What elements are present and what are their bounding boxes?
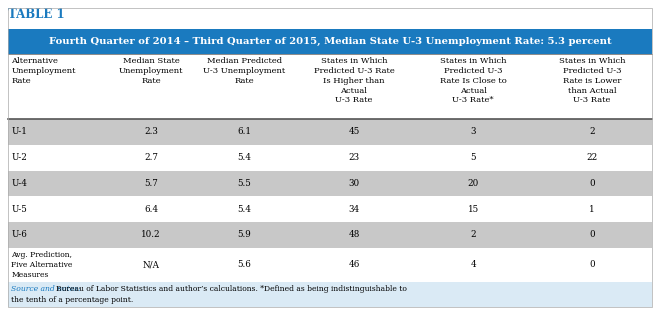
Text: 4: 4 xyxy=(470,260,476,269)
Text: 5.6: 5.6 xyxy=(238,260,252,269)
Text: U-6: U-6 xyxy=(11,231,27,239)
Bar xyxy=(8,282,652,307)
Text: 48: 48 xyxy=(348,231,359,239)
Text: 2.3: 2.3 xyxy=(144,127,158,136)
Bar xyxy=(8,248,652,282)
Text: 15: 15 xyxy=(468,205,479,214)
Text: 2: 2 xyxy=(470,231,476,239)
Text: 0: 0 xyxy=(589,231,595,239)
Text: 5.5: 5.5 xyxy=(238,179,252,188)
Text: 5.7: 5.7 xyxy=(144,179,158,188)
Text: 23: 23 xyxy=(348,153,359,162)
Text: 6.1: 6.1 xyxy=(237,127,252,136)
Text: 46: 46 xyxy=(348,260,359,269)
Text: 30: 30 xyxy=(348,179,359,188)
Text: 34: 34 xyxy=(348,205,359,214)
Text: 2: 2 xyxy=(589,127,595,136)
Text: U-4: U-4 xyxy=(11,179,27,188)
Text: 5: 5 xyxy=(470,153,476,162)
Text: 0: 0 xyxy=(589,260,595,269)
Text: Bureau of Labor Statistics and author’s calculations. *Defined as being indistin: Bureau of Labor Statistics and author’s … xyxy=(56,285,407,293)
Text: 45: 45 xyxy=(348,127,359,136)
Text: States in Which
Predicted U-3
Rate is Lower
than Actual
U-3 Rate: States in Which Predicted U-3 Rate is Lo… xyxy=(559,57,625,104)
Bar xyxy=(8,196,652,222)
Text: TABLE 1: TABLE 1 xyxy=(8,8,64,21)
Text: 0: 0 xyxy=(589,179,595,188)
Text: 2.7: 2.7 xyxy=(144,153,158,162)
Text: 5.4: 5.4 xyxy=(237,153,252,162)
Text: 1: 1 xyxy=(589,205,595,214)
Text: 5.9: 5.9 xyxy=(238,231,252,239)
Text: 6.4: 6.4 xyxy=(144,205,158,214)
Text: Median State
Unemployment
Rate: Median State Unemployment Rate xyxy=(119,57,183,85)
Bar xyxy=(8,29,652,54)
Text: States in Which
Predicted U-3 Rate
Is Higher than
Actual
U-3 Rate: States in Which Predicted U-3 Rate Is Hi… xyxy=(313,57,394,104)
Bar xyxy=(8,119,652,145)
Text: N/A: N/A xyxy=(143,260,160,269)
Text: 20: 20 xyxy=(467,179,479,188)
Text: 10.2: 10.2 xyxy=(141,231,161,239)
Bar xyxy=(8,222,652,248)
Bar xyxy=(8,171,652,196)
Text: U-1: U-1 xyxy=(11,127,27,136)
Text: Alternative
Unemployment
Rate: Alternative Unemployment Rate xyxy=(11,57,76,85)
Bar xyxy=(8,145,652,171)
Text: U-2: U-2 xyxy=(11,153,27,162)
Text: States in Which
Predicted U-3
Rate Is Close to
Actual
U-3 Rate*: States in Which Predicted U-3 Rate Is Cl… xyxy=(440,57,507,104)
Text: Fourth Quarter of 2014 – Third Quarter of 2015, Median State U-3 Unemployment Ra: Fourth Quarter of 2014 – Third Quarter o… xyxy=(49,37,611,46)
Text: the tenth of a percentage point.: the tenth of a percentage point. xyxy=(11,296,133,304)
Text: 5.4: 5.4 xyxy=(237,205,252,214)
Text: 3: 3 xyxy=(470,127,476,136)
Text: U-5: U-5 xyxy=(11,205,27,214)
Text: 22: 22 xyxy=(587,153,598,162)
Text: Median Predicted
U-3 Unemployment
Rate: Median Predicted U-3 Unemployment Rate xyxy=(204,57,286,85)
Text: Avg. Prediction,
Five Alternative
Measures: Avg. Prediction, Five Alternative Measur… xyxy=(11,251,72,279)
Text: Source and notes:: Source and notes: xyxy=(11,285,83,293)
